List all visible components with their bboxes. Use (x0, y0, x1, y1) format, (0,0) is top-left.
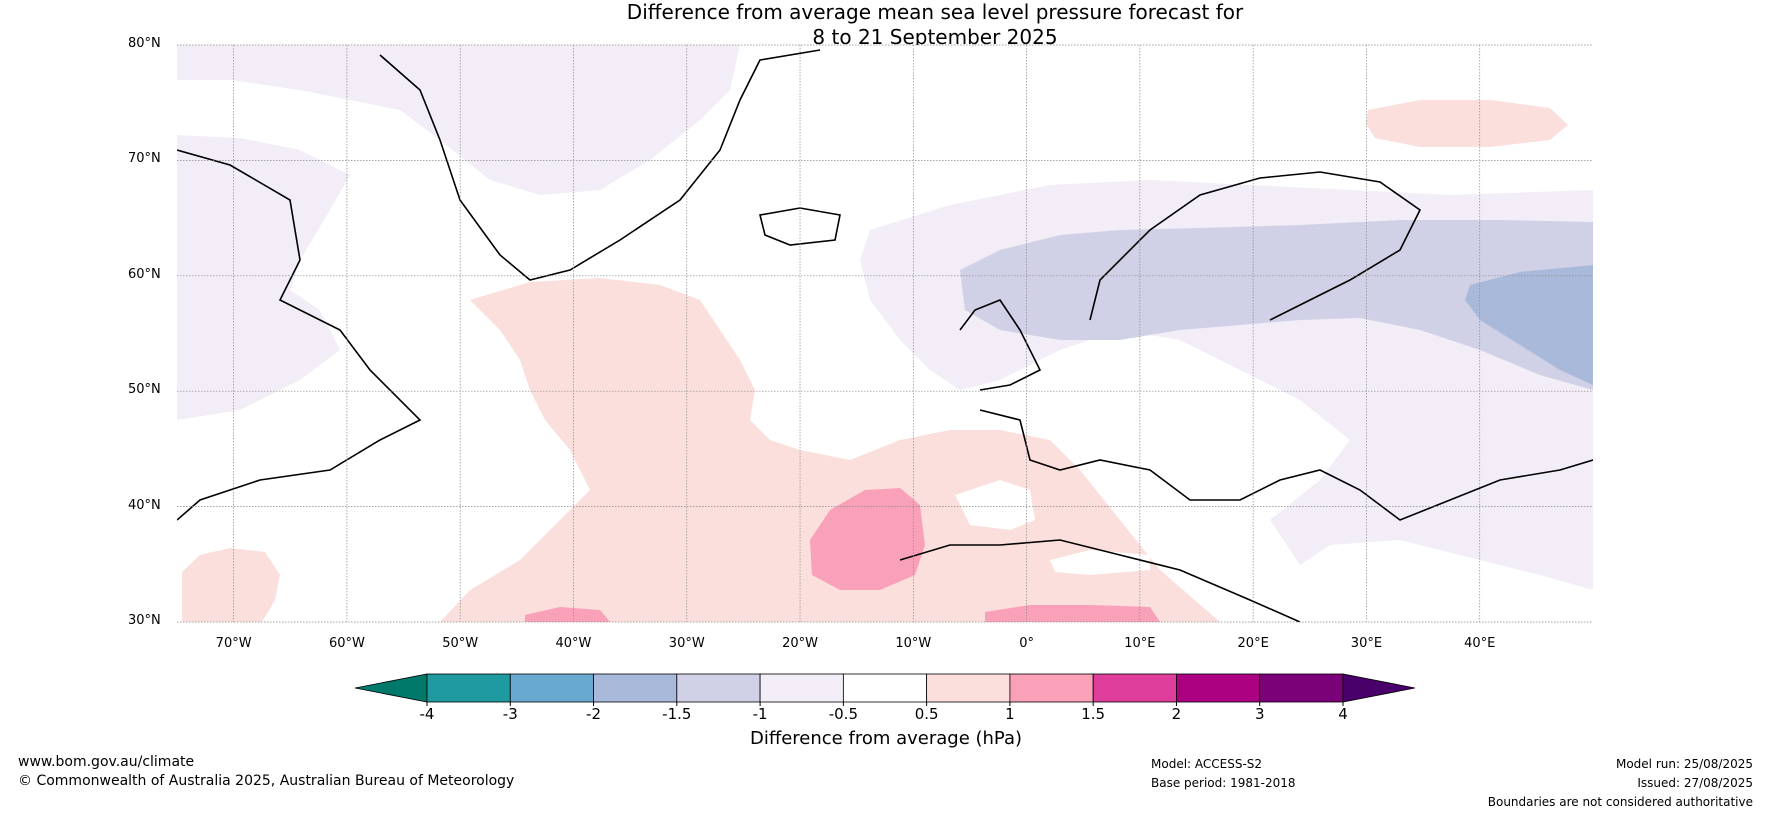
lon-label: 20°W (782, 636, 818, 651)
lat-label: 40°N (128, 497, 161, 513)
coast-scandinavia (1089, 171, 1422, 321)
lon-label: 60°W (328, 636, 365, 651)
colorbar-tick-label: 0.5 (914, 705, 939, 723)
lon-label: 30°E (1350, 636, 1383, 651)
colorbar-swatch (1092, 673, 1177, 703)
lat-label: 30°N (128, 613, 161, 628)
colorbar (354, 673, 1416, 706)
footer-model-run: Model run: 25/08/2025 (1615, 757, 1753, 771)
lat-label: 70°N (128, 151, 161, 167)
anomaly-region-westatlantic-high (182, 548, 280, 622)
anomaly-region-russia (1465, 265, 1593, 385)
colorbar-extend-high (1342, 673, 1416, 703)
coastlines (177, 49, 1593, 622)
lat-label: 60°N (128, 266, 161, 282)
lon-label: 20°E (1237, 636, 1269, 651)
lon-label: 50°W (442, 636, 479, 651)
colorbar-swatch (509, 673, 594, 703)
lat-label: 80°N (128, 36, 161, 51)
footer-disclaimer: Boundaries are not considered authoritat… (1487, 795, 1753, 809)
colorbar-tick-label: 1 (1005, 705, 1015, 723)
anomaly-region-azores-high (810, 488, 925, 590)
map-title: Difference from average mean sea level p… (0, 0, 1770, 50)
colorbar-tick-label: -1.5 (662, 705, 692, 723)
lat-label: 50°N (128, 382, 161, 398)
colorbar-tick-label: -2 (586, 705, 602, 723)
coast-greenland (379, 49, 821, 281)
anomaly-region-arctic-high (1366, 100, 1568, 147)
colorbar-swatch (676, 673, 761, 703)
lon-label: 10°E (1124, 636, 1156, 651)
anomaly-region-iberia-neutral (955, 480, 1035, 530)
colorbar-tick-label: -4 (419, 705, 435, 723)
footer-base-period: Base period: 1981-2018 (1151, 776, 1296, 790)
colorbar-swatch (759, 673, 844, 703)
colorbar-swatch (593, 673, 678, 703)
lon-label: 30°W (668, 636, 705, 651)
coast-europe (979, 409, 1593, 521)
lon-label: 70°W (215, 636, 252, 651)
footer-issued: Issued: 27/08/2025 (1637, 776, 1753, 790)
anomaly-region-greenland-low (177, 45, 740, 195)
lon-label: 0° (1019, 636, 1034, 651)
colorbar-swatch (426, 673, 511, 703)
anomaly-region-canada-low (177, 135, 350, 420)
anomaly-region-sahara-high (985, 605, 1160, 622)
colorbar-swatch (926, 673, 1011, 703)
colorbar-swatch (1009, 673, 1094, 703)
colorbar-swatch (1176, 673, 1261, 703)
coast-britain (959, 299, 1042, 391)
anomaly-region-atlantic-high (440, 278, 1220, 622)
colorbar-tick-label: 2 (1171, 705, 1182, 723)
footer-copyright: © Commonwealth of Australia 2025, Austra… (18, 773, 515, 789)
footer-website: www.bom.gov.au/climate (18, 754, 195, 770)
colorbar-tick-label: -3 (502, 705, 518, 723)
colorbar-tick-label: -1 (752, 705, 768, 723)
colorbar-tick-label: 3 (1254, 705, 1265, 723)
graticule (177, 44, 1593, 623)
colorbar-title: Difference from average (hPa) (749, 728, 1023, 749)
lon-label: 40°E (1464, 636, 1496, 651)
colorbar-extend-low (354, 673, 428, 703)
title-line-1: Difference from average mean sea level p… (626, 0, 1244, 24)
anomaly-region-south-high (525, 607, 610, 622)
colorbar-tick-label: -0.5 (828, 705, 858, 723)
colorbar-tick-label: 4 (1338, 705, 1348, 723)
coast-canada (177, 149, 422, 521)
colorbar-swatch (1259, 673, 1344, 703)
colorbar-swatch (842, 673, 928, 703)
colorbar-tick-label: 1.5 (1081, 705, 1106, 723)
lon-label: 10°W (895, 636, 932, 651)
coast-africa (899, 539, 1301, 622)
lon-label: 40°W (555, 636, 592, 651)
footer-model: Model: ACCESS-S2 (1151, 757, 1263, 771)
